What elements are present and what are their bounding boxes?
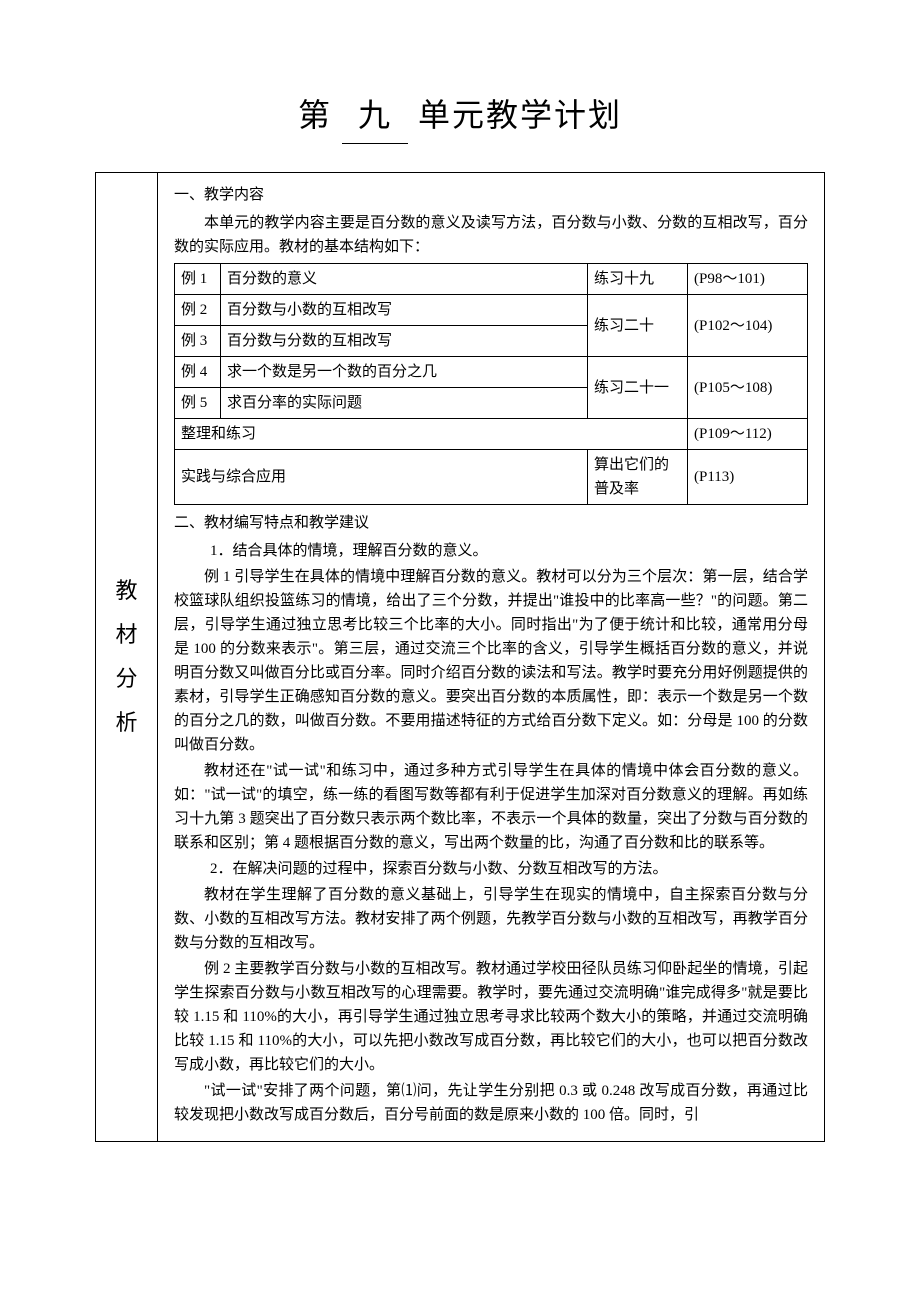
- cell-pages: (P102～104): [688, 295, 808, 357]
- cell-example: 例 4: [175, 357, 221, 388]
- cell-pages: (P105～108): [688, 357, 808, 419]
- section2-sub1: 1．结合具体的情境，理解百分数的意义。: [174, 539, 808, 563]
- structure-table: 例 1 百分数的意义 练习十九 (P98～101) 例 2 百分数与小数的互相改…: [174, 263, 808, 505]
- cell-exercise: 练习二十: [588, 295, 688, 357]
- cell-topic: 百分数与分数的互相改写: [221, 326, 588, 357]
- section2-heading: 二、教材编写特点和教学建议: [174, 511, 808, 535]
- content-frame: 教 材 分 析 一、教学内容 本单元的教学内容主要是百分数的意义及读写方法，百分…: [95, 172, 825, 1142]
- table-row: 例 2 百分数与小数的互相改写 练习二十 (P102～104): [175, 295, 808, 326]
- title-suffix: 单元教学计划: [418, 97, 622, 133]
- sidebar-char: 教: [115, 569, 137, 613]
- table-row: 例 4 求一个数是另一个数的百分之几 练习二十一 (P105～108): [175, 357, 808, 388]
- section2-p5: "试一试"安排了两个问题，第⑴问，先让学生分别把 0.3 或 0.248 改写成…: [174, 1079, 808, 1127]
- cell-pages: (P98～101): [688, 264, 808, 295]
- cell-topic: 百分数与小数的互相改写: [221, 295, 588, 326]
- cell-zllx: 整理和练习: [175, 419, 688, 450]
- cell-topic: 百分数的意义: [221, 264, 588, 295]
- cell-topic: 求百分率的实际问题: [221, 388, 588, 419]
- cell-sj-label: 实践与综合应用: [175, 450, 588, 505]
- section2-p4: 例 2 主要教学百分数与小数的互相改写。教材通过学校田径队员练习仰卧起坐的情境，…: [174, 957, 808, 1077]
- cell-example: 例 1: [175, 264, 221, 295]
- title-number: 九: [342, 90, 408, 144]
- table-row: 实践与综合应用 算出它们的普及率 (P113): [175, 450, 808, 505]
- title-prefix: 第: [298, 97, 332, 133]
- table-row: 整理和练习 (P109～112): [175, 419, 808, 450]
- sidebar-label: 教 材 分 析: [115, 569, 137, 745]
- table-row: 例 1 百分数的意义 练习十九 (P98～101): [175, 264, 808, 295]
- section2-p3: 教材在学生理解了百分数的意义基础上，引导学生在现实的情境中，自主探索百分数与分数…: [174, 883, 808, 955]
- section2-p2: 教材还在"试一试"和练习中，通过多种方式引导学生在具体的情境中体会百分数的意义。…: [174, 759, 808, 855]
- section2-sub2: 2．在解决问题的过程中，探索百分数与小数、分数互相改写的方法。: [174, 857, 808, 881]
- section2-p1: 例 1 引导学生在具体的情境中理解百分数的意义。教材可以分为三个层次：第一层，结…: [174, 565, 808, 757]
- sidebar-char: 材: [115, 613, 137, 657]
- cell-sj-topic: 算出它们的普及率: [588, 450, 688, 505]
- cell-exercise: 练习二十一: [588, 357, 688, 419]
- cell-exercise: 练习十九: [588, 264, 688, 295]
- cell-example: 例 3: [175, 326, 221, 357]
- cell-example: 例 5: [175, 388, 221, 419]
- main-content: 一、教学内容 本单元的教学内容主要是百分数的意义及读写方法，百分数与小数、分数的…: [158, 173, 824, 1141]
- cell-pages: (P113): [688, 450, 808, 505]
- sidebar-char: 分: [115, 657, 137, 701]
- cell-topic: 求一个数是另一个数的百分之几: [221, 357, 588, 388]
- cell-pages: (P109～112): [688, 419, 808, 450]
- section1-intro: 本单元的教学内容主要是百分数的意义及读写方法，百分数与小数、分数的互相改写，百分…: [174, 211, 808, 259]
- cell-example: 例 2: [175, 295, 221, 326]
- sidebar-char: 析: [115, 701, 137, 745]
- page-title: 第 九 单元教学计划: [95, 90, 825, 144]
- section1-heading: 一、教学内容: [174, 183, 808, 207]
- sidebar: 教 材 分 析: [96, 173, 158, 1141]
